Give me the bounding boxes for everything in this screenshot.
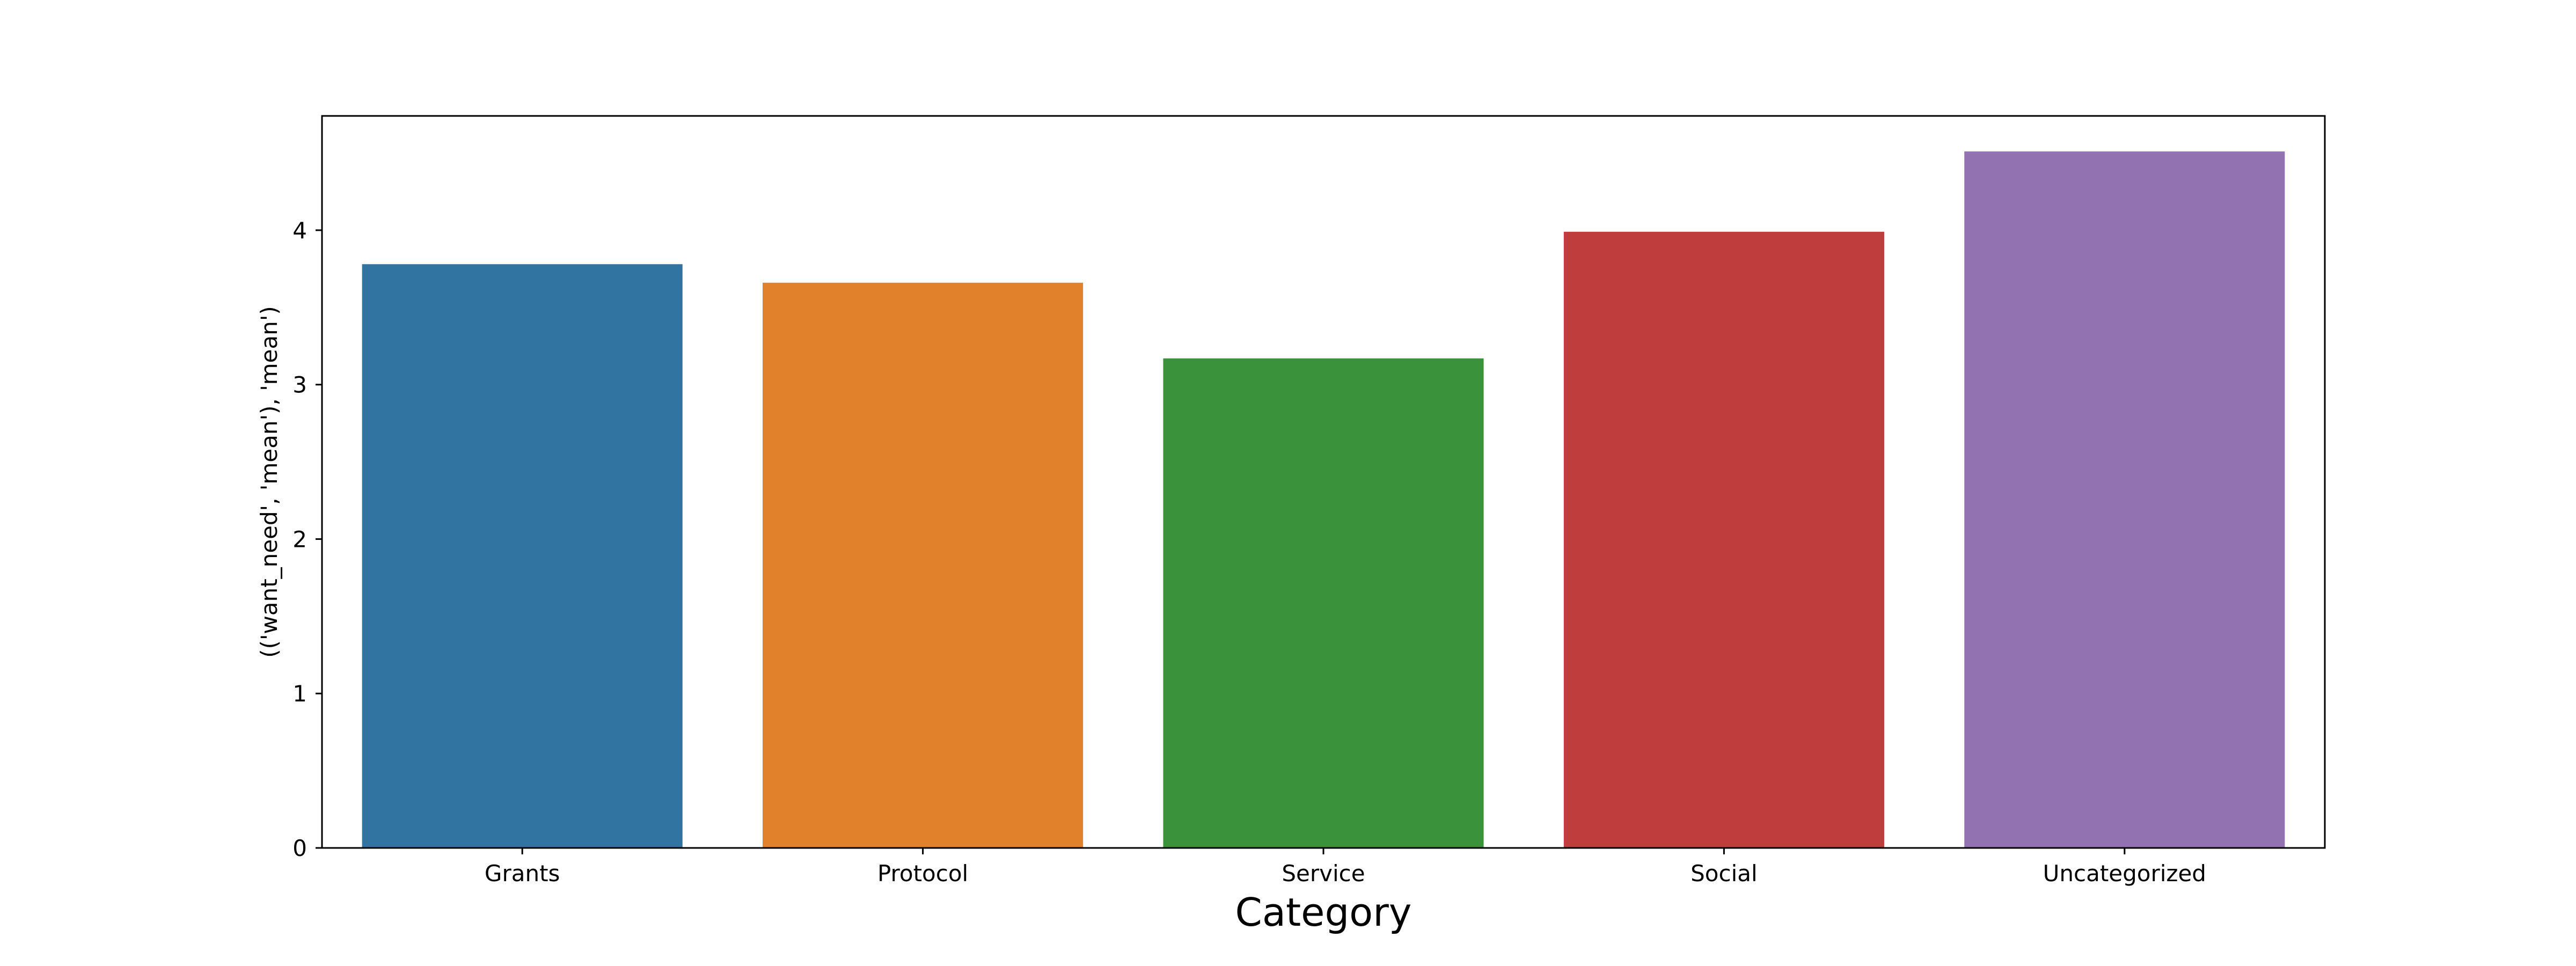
y-tick-label: 4 — [292, 217, 307, 244]
x-axis-label: Category — [1235, 890, 1412, 935]
y-axis-ticks: 0 1 2 3 4 — [292, 217, 322, 861]
y-tick-label: 0 — [292, 835, 307, 861]
y-axis-label: (('want_need', 'mean'), 'mean') — [256, 306, 282, 658]
bar-uncategorized — [1964, 151, 2285, 848]
bars-group — [362, 151, 2285, 848]
x-tick-label: Protocol — [877, 860, 968, 887]
y-tick-label: 3 — [292, 372, 307, 398]
x-tick-label: Uncategorized — [2043, 860, 2206, 887]
bar-protocol — [763, 282, 1084, 848]
x-tick-label: Service — [1282, 860, 1365, 887]
x-tick-label: Social — [1690, 860, 1758, 887]
bar-service — [1163, 358, 1484, 848]
bar-social — [1563, 231, 1884, 848]
bar-grants — [362, 264, 683, 848]
x-tick-label: Grants — [485, 860, 560, 887]
y-tick-label: 2 — [292, 526, 307, 552]
x-axis-ticks: Grants Protocol Service Social Uncategorized — [485, 848, 2206, 887]
y-tick-label: 1 — [292, 680, 307, 707]
